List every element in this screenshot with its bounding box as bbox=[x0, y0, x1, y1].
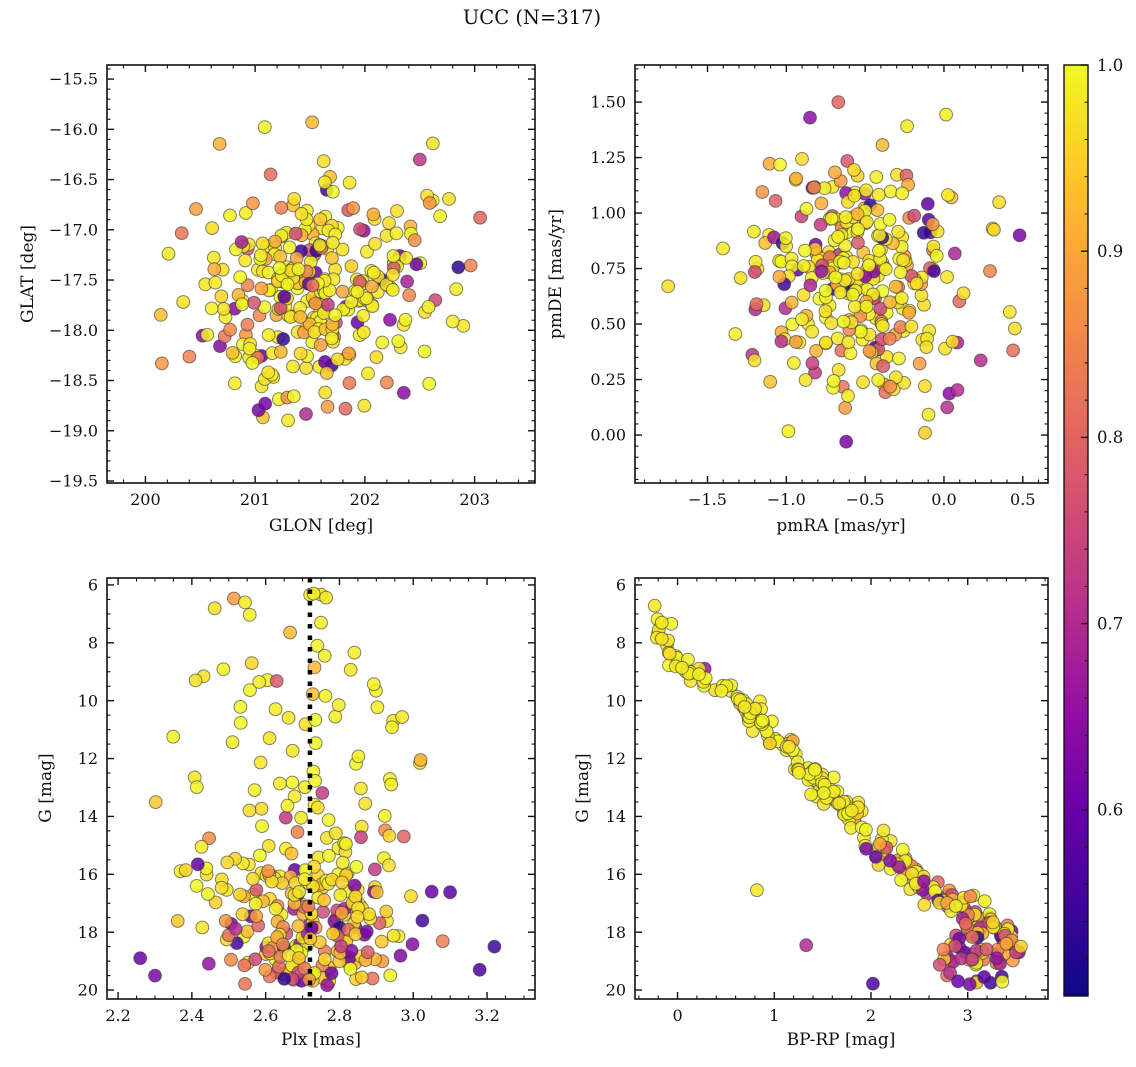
svg-text:0.0: 0.0 bbox=[931, 490, 956, 509]
svg-text:2.2: 2.2 bbox=[105, 1006, 130, 1025]
svg-text:−18.5: −18.5 bbox=[49, 371, 98, 390]
svg-text:2.4: 2.4 bbox=[179, 1006, 204, 1025]
svg-text:200: 200 bbox=[130, 490, 161, 509]
colorbar: 1.0 0.9 0.8 0.7 0.6 bbox=[1063, 56, 1123, 997]
svg-text:14: 14 bbox=[606, 807, 626, 826]
svg-text:14: 14 bbox=[78, 807, 98, 826]
svg-text:−17.0: −17.0 bbox=[49, 220, 98, 239]
svg-text:−18.0: −18.0 bbox=[49, 321, 98, 340]
colorbar-gradient bbox=[1063, 64, 1089, 997]
ylabel-gmag-left: G [mag] bbox=[36, 753, 56, 823]
axes-spines bbox=[634, 64, 1049, 484]
svg-text:−19.0: −19.0 bbox=[49, 421, 98, 440]
ylabel-gmag-right: G [mag] bbox=[573, 753, 593, 823]
svg-text:8: 8 bbox=[616, 633, 626, 652]
svg-text:1.50: 1.50 bbox=[590, 93, 626, 112]
svg-text:10: 10 bbox=[78, 691, 98, 710]
svg-text:−19.5: −19.5 bbox=[49, 472, 98, 491]
scatter-points bbox=[153, 115, 488, 428]
svg-text:0.75: 0.75 bbox=[590, 259, 626, 278]
svg-text:0.25: 0.25 bbox=[590, 370, 626, 389]
svg-text:2.6: 2.6 bbox=[253, 1006, 278, 1025]
svg-text:0.00: 0.00 bbox=[590, 426, 626, 445]
svg-text:202: 202 bbox=[350, 490, 381, 509]
svg-text:0.9: 0.9 bbox=[1097, 242, 1123, 261]
svg-text:3.2: 3.2 bbox=[474, 1006, 499, 1025]
svg-text:−15.5: −15.5 bbox=[49, 70, 98, 89]
xlabel-glon: GLON [deg] bbox=[268, 516, 374, 536]
panel-pm: −1.5 −1.0 −0.5 0.0 0.5 1.50 1.25 1.00 0.75 0.50 0.… bbox=[590, 64, 1049, 509]
svg-text:0: 0 bbox=[672, 1006, 682, 1025]
svg-text:−1.0: −1.0 bbox=[767, 490, 806, 509]
svg-text:2.8: 2.8 bbox=[327, 1006, 352, 1025]
scatter-points bbox=[661, 95, 1027, 449]
svg-text:1: 1 bbox=[769, 1006, 779, 1025]
xlabel-bprp: BP-RP [mag] bbox=[786, 1030, 896, 1050]
svg-text:−17.5: −17.5 bbox=[49, 271, 98, 290]
svg-text:6: 6 bbox=[88, 576, 98, 595]
ylabel-glat: GLAT [deg] bbox=[18, 224, 38, 324]
svg-text:12: 12 bbox=[606, 749, 626, 768]
svg-text:16: 16 bbox=[78, 865, 98, 884]
panel-plx-g: 2.2 2.4 2.6 2.8 3.0 3.2 6 8 10 12 14 16 18 20 bbox=[78, 576, 536, 1025]
figure-title: UCC (N=317) bbox=[462, 6, 602, 29]
scatter-points bbox=[647, 598, 1028, 992]
ylabel-pmde: pmDE [mas/yr] bbox=[546, 208, 566, 340]
svg-text:0.50: 0.50 bbox=[590, 315, 626, 334]
svg-text:1.25: 1.25 bbox=[590, 148, 626, 167]
svg-text:−16.0: −16.0 bbox=[49, 120, 98, 139]
svg-text:16: 16 bbox=[606, 865, 626, 884]
svg-text:−0.5: −0.5 bbox=[846, 490, 885, 509]
svg-text:−16.5: −16.5 bbox=[49, 170, 98, 189]
svg-text:18: 18 bbox=[78, 923, 98, 942]
axes-spines bbox=[634, 577, 1049, 1000]
svg-text:0.7: 0.7 bbox=[1097, 614, 1123, 633]
svg-text:203: 203 bbox=[459, 490, 490, 509]
svg-text:6: 6 bbox=[616, 576, 626, 595]
svg-text:10: 10 bbox=[606, 691, 626, 710]
svg-text:0.8: 0.8 bbox=[1097, 428, 1123, 447]
svg-text:20: 20 bbox=[606, 981, 626, 1000]
svg-text:0.5: 0.5 bbox=[1010, 490, 1035, 509]
svg-text:3.0: 3.0 bbox=[401, 1006, 426, 1025]
ticks: −1.5 −1.0 −0.5 0.0 0.5 1.50 1.25 1.00 0.75 0.50 0.… bbox=[590, 65, 1048, 509]
svg-text:1.0: 1.0 bbox=[1097, 56, 1123, 75]
svg-text:0.6: 0.6 bbox=[1097, 801, 1123, 820]
ticks: 2.2 2.4 2.6 2.8 3.0 3.2 6 8 10 12 14 16 18 20 bbox=[78, 576, 535, 1025]
panel-glon-glat: 200 201 202 203 −15.5 −16.0 −16.5 −17.0 −17.5 −18… bbox=[49, 64, 536, 509]
svg-text:−1.5: −1.5 bbox=[688, 490, 727, 509]
xlabel-pmra: pmRA [mas/yr] bbox=[776, 516, 906, 536]
xlabel-plx: Plx [mas] bbox=[280, 1030, 362, 1050]
svg-text:2: 2 bbox=[866, 1006, 876, 1025]
svg-text:8: 8 bbox=[88, 633, 98, 652]
svg-text:12: 12 bbox=[78, 749, 98, 768]
svg-text:1.00: 1.00 bbox=[590, 204, 626, 223]
svg-text:18: 18 bbox=[606, 923, 626, 942]
svg-text:20: 20 bbox=[78, 981, 98, 1000]
ticks: 200 201 202 203 −15.5 −16.0 −16.5 −17.0 −17.5 −18… bbox=[49, 65, 535, 509]
svg-text:201: 201 bbox=[240, 490, 271, 509]
svg-text:3: 3 bbox=[963, 1006, 973, 1025]
